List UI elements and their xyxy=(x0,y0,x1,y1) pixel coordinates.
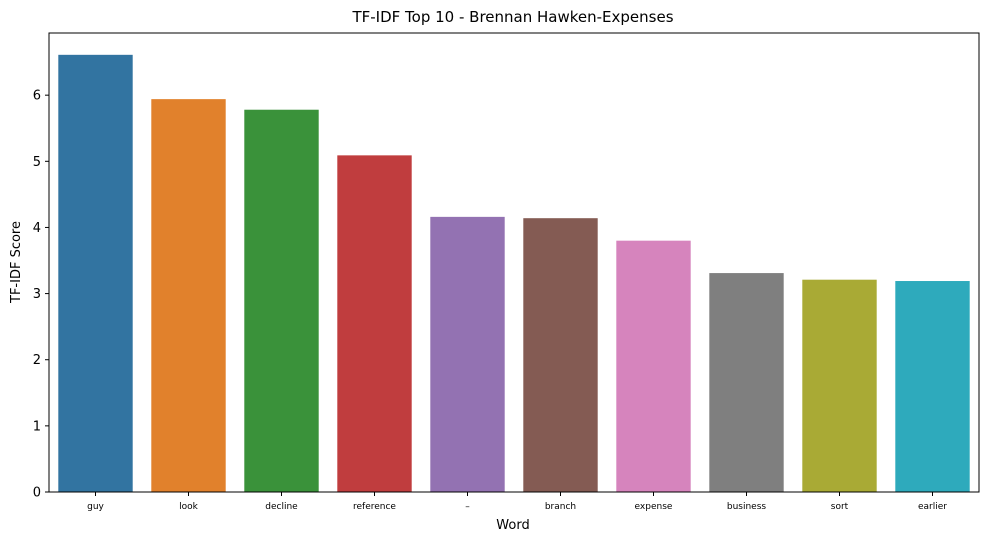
y-tick-label: 5 xyxy=(33,155,41,170)
x-axis: guy look decline reference – branch expense bus… xyxy=(87,492,947,512)
x-tick-label: guy xyxy=(87,502,104,512)
x-tick-label: branch xyxy=(545,502,576,512)
x-axis-label: Word xyxy=(496,518,529,533)
y-tick-label: 2 xyxy=(33,353,41,368)
y-axis-label: TF-IDF Score xyxy=(9,221,24,304)
x-tick-label: – xyxy=(465,502,470,512)
bar-8 xyxy=(802,279,877,492)
x-tick-label: business xyxy=(727,502,767,512)
bar-6 xyxy=(616,240,691,492)
x-tick-label: expense xyxy=(635,502,673,512)
bar-7 xyxy=(709,273,784,492)
bar-4 xyxy=(430,216,505,492)
bars-group xyxy=(58,54,970,493)
y-tick-label: 0 xyxy=(33,486,41,501)
bar-9 xyxy=(895,281,970,492)
y-tick-label: 1 xyxy=(33,419,41,434)
bar-1 xyxy=(151,99,226,492)
y-axis: 0 1 2 3 4 5 6 xyxy=(33,89,49,501)
y-tick-label: 3 xyxy=(33,287,41,302)
bar-2 xyxy=(244,109,319,492)
bar-3 xyxy=(337,155,412,493)
chart-title: TF-IDF Top 10 - Brennan Hawken-Expenses xyxy=(351,8,673,26)
x-tick-label: earlier xyxy=(918,502,947,512)
bar-5 xyxy=(523,218,598,492)
bar-0 xyxy=(58,54,133,492)
x-tick-label: reference xyxy=(353,502,396,512)
x-tick-label: look xyxy=(179,502,199,512)
x-tick-label: decline xyxy=(265,502,298,512)
y-tick-label: 6 xyxy=(33,89,41,104)
x-tick-label: sort xyxy=(831,502,849,512)
y-tick-label: 4 xyxy=(33,221,41,236)
plot-frame xyxy=(48,32,980,493)
